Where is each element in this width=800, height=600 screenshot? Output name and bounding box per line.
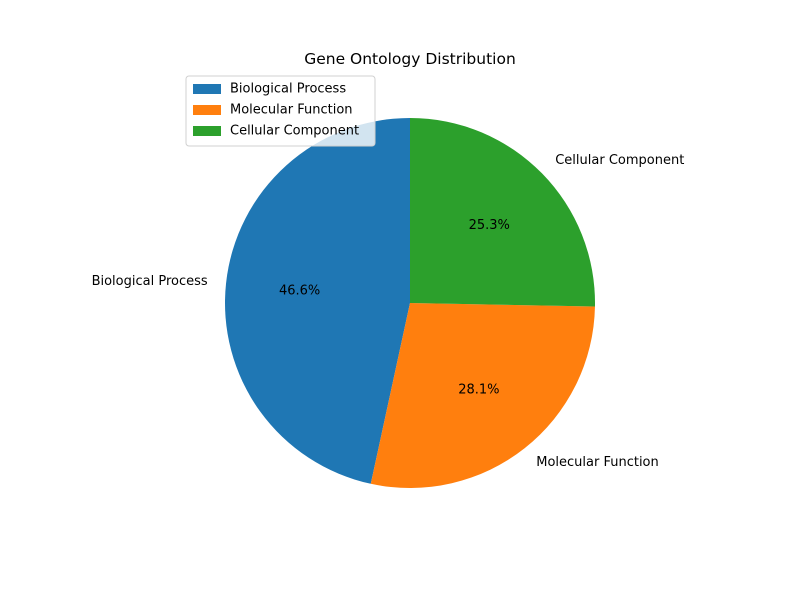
legend-swatch-molecular-function <box>193 105 221 115</box>
legend-label-cellular-component: Cellular Component <box>230 124 359 139</box>
slice-labels: Biological Process Molecular Function Cell… <box>92 153 685 470</box>
chart-title: Gene Ontology Distribution <box>304 50 516 68</box>
percent-label-biological-process: 46.6% <box>279 284 320 299</box>
legend: Biological Process Molecular Function Cell… <box>185 75 376 147</box>
percent-label-molecular-function: 28.1% <box>458 383 499 398</box>
legend-label-molecular-function: Molecular Function <box>230 103 353 118</box>
percent-labels: 46.6% 28.1% 25.3% <box>279 218 510 398</box>
slice-label-molecular-function: Molecular Function <box>536 455 659 470</box>
legend-swatch-biological-process <box>193 84 221 94</box>
percent-label-cellular-component: 25.3% <box>469 218 510 233</box>
slice-molecular-function <box>370 303 595 489</box>
legend-swatch-cellular-component <box>193 126 221 136</box>
legend-frame <box>185 75 376 147</box>
legend-label-biological-process: Biological Process <box>230 82 346 97</box>
slice-label-cellular-component: Cellular Component <box>555 153 684 168</box>
slice-label-biological-process: Biological Process <box>92 274 208 289</box>
pie-slices <box>224 118 595 489</box>
slice-cellular-component <box>410 118 595 307</box>
slice-biological-process <box>224 118 410 484</box>
legend-entries: Biological Process Molecular Function Cell… <box>193 82 359 139</box>
